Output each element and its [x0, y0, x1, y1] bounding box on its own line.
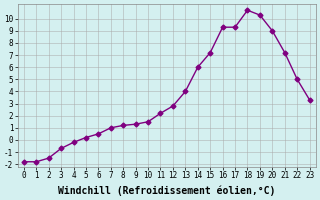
X-axis label: Windchill (Refroidissement éolien,°C): Windchill (Refroidissement éolien,°C): [58, 185, 276, 196]
